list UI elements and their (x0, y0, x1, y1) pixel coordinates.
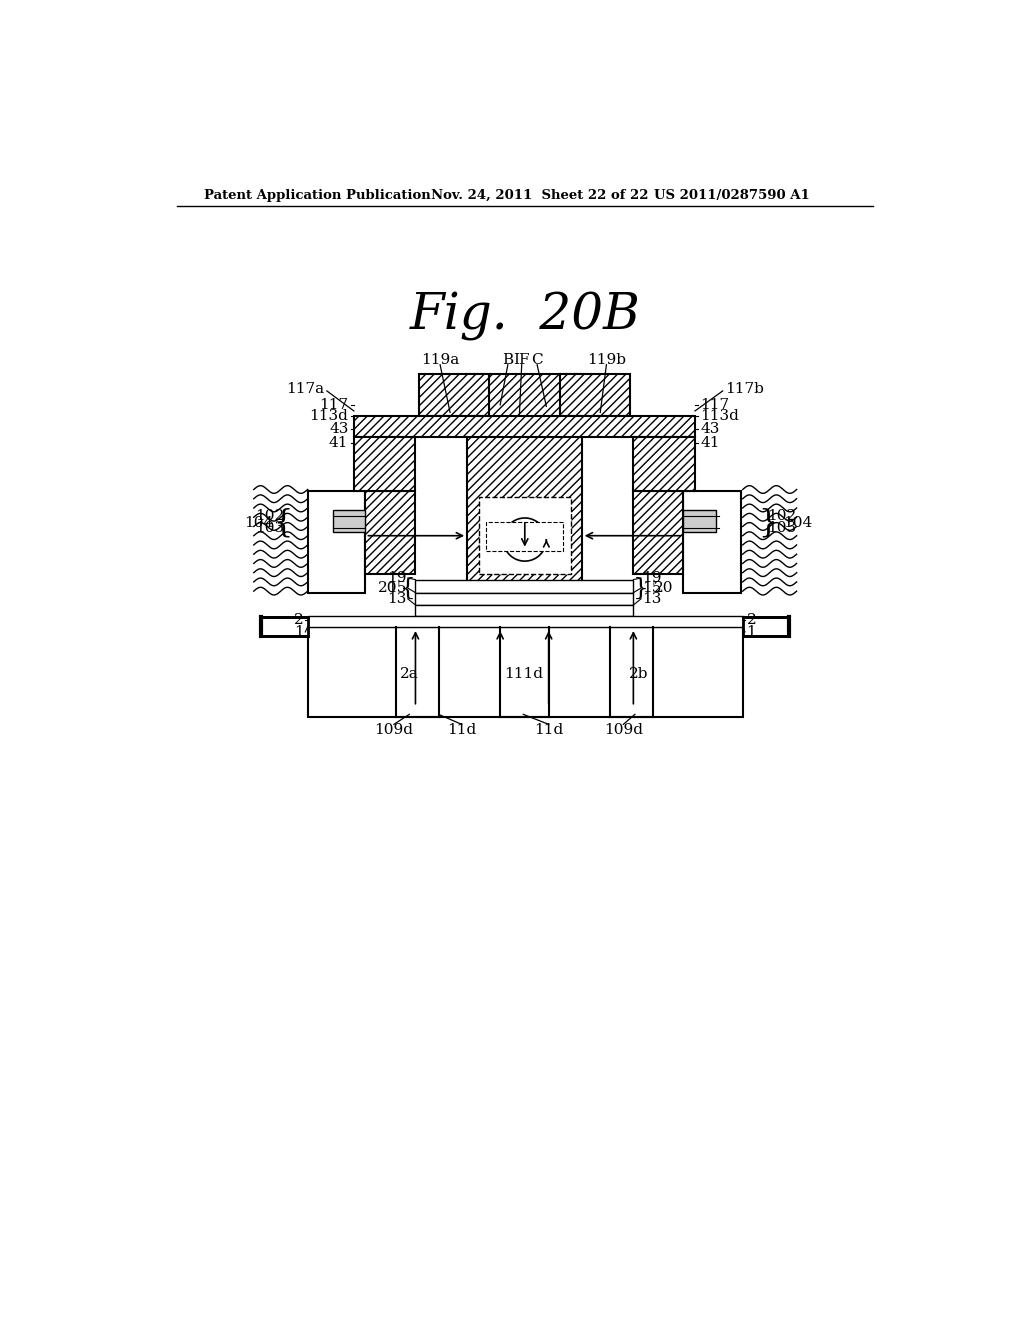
Bar (366, 491, 416, 574)
Bar (416, 593, 634, 605)
Bar (307, 616, 742, 627)
Text: 1: 1 (294, 624, 304, 639)
Text: 119a: 119a (421, 354, 459, 367)
Text: 119b: 119b (587, 354, 626, 367)
Bar (261, 616, 307, 636)
Text: 117: 117 (319, 397, 348, 412)
Text: C: C (531, 354, 543, 367)
Text: IF: IF (513, 354, 530, 367)
Text: B: B (503, 354, 513, 367)
Text: 102: 102 (767, 510, 797, 524)
Text: 11d: 11d (535, 723, 563, 737)
Text: 15: 15 (387, 581, 407, 595)
Text: {: { (399, 577, 416, 599)
Text: 2: 2 (294, 614, 304, 627)
Bar (416, 605, 634, 615)
Text: 20: 20 (654, 581, 674, 595)
Bar (683, 491, 741, 593)
Text: 109d: 109d (375, 723, 414, 737)
Text: 104: 104 (244, 516, 273, 529)
Text: 103: 103 (767, 521, 797, 535)
Bar (354, 437, 416, 491)
Text: }: } (634, 577, 649, 599)
Bar (486, 521, 563, 552)
Text: }: } (758, 507, 777, 539)
Text: 103: 103 (255, 521, 285, 535)
Text: 13: 13 (643, 591, 662, 606)
Text: {: { (272, 507, 292, 539)
Text: 102: 102 (255, 510, 285, 524)
Text: Nov. 24, 2011  Sheet 22 of 22: Nov. 24, 2011 Sheet 22 of 22 (431, 189, 648, 202)
Text: 2: 2 (746, 614, 757, 627)
Text: 41: 41 (329, 437, 348, 450)
Bar (467, 374, 582, 612)
Bar (333, 511, 366, 532)
Text: 41: 41 (700, 437, 720, 450)
Text: 111d: 111d (505, 668, 544, 681)
Bar (478, 498, 571, 574)
Bar (560, 374, 630, 416)
Text: 11d: 11d (447, 723, 476, 737)
Text: 113d: 113d (309, 409, 348, 424)
Text: 104: 104 (783, 516, 813, 529)
Bar (419, 374, 488, 416)
Bar (634, 437, 695, 491)
Bar (354, 416, 695, 437)
Text: Fig.  20B: Fig. 20B (410, 292, 640, 341)
Text: 2b: 2b (629, 668, 648, 681)
Bar (307, 491, 366, 593)
Text: 2a: 2a (400, 668, 419, 681)
Bar (742, 616, 788, 636)
Text: 113d: 113d (700, 409, 739, 424)
Text: 117a: 117a (287, 383, 325, 396)
Text: 1: 1 (746, 624, 757, 639)
Bar (683, 511, 716, 532)
Text: 19: 19 (643, 572, 663, 585)
Text: 117b: 117b (725, 383, 764, 396)
Text: 20: 20 (378, 581, 397, 595)
Text: 43: 43 (329, 422, 348, 437)
Bar (416, 579, 634, 593)
Text: Patent Application Publication: Patent Application Publication (204, 189, 430, 202)
Text: 109d: 109d (604, 723, 643, 737)
Text: 13: 13 (387, 591, 407, 606)
Text: US 2011/0287590 A1: US 2011/0287590 A1 (654, 189, 810, 202)
Text: 43: 43 (700, 422, 720, 437)
Bar (307, 627, 742, 717)
Text: 19: 19 (387, 572, 407, 585)
Bar (634, 491, 683, 574)
Text: 117: 117 (700, 397, 729, 412)
Text: 15: 15 (643, 581, 662, 595)
